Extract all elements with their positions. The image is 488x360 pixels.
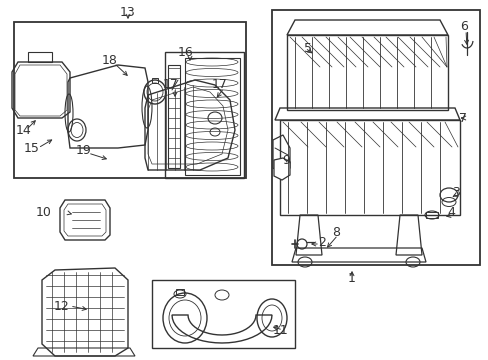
Text: 10: 10 xyxy=(36,207,52,220)
Text: 12: 12 xyxy=(54,300,70,312)
Text: 3: 3 xyxy=(451,185,459,198)
Text: 15: 15 xyxy=(24,141,40,154)
Bar xyxy=(152,280,294,348)
Bar xyxy=(176,289,183,295)
Text: 19: 19 xyxy=(76,144,92,157)
Text: 9: 9 xyxy=(282,153,289,166)
Text: 17: 17 xyxy=(212,78,227,91)
Text: 1: 1 xyxy=(347,271,355,284)
Text: 2: 2 xyxy=(317,235,325,248)
Bar xyxy=(152,78,158,83)
Text: 6: 6 xyxy=(459,21,467,33)
Bar xyxy=(271,10,479,265)
Text: 18: 18 xyxy=(102,54,118,67)
Text: 13: 13 xyxy=(120,6,136,19)
Text: 11: 11 xyxy=(273,324,288,337)
Text: 5: 5 xyxy=(304,41,311,54)
Text: 7: 7 xyxy=(458,112,466,125)
Bar xyxy=(425,212,437,218)
Bar xyxy=(164,52,244,178)
Text: 4: 4 xyxy=(446,207,454,220)
Text: 8: 8 xyxy=(331,225,339,238)
Text: 17: 17 xyxy=(163,78,179,91)
Text: 16: 16 xyxy=(178,45,193,58)
Polygon shape xyxy=(273,158,289,180)
Text: 14: 14 xyxy=(16,123,32,136)
Bar xyxy=(14,22,245,178)
